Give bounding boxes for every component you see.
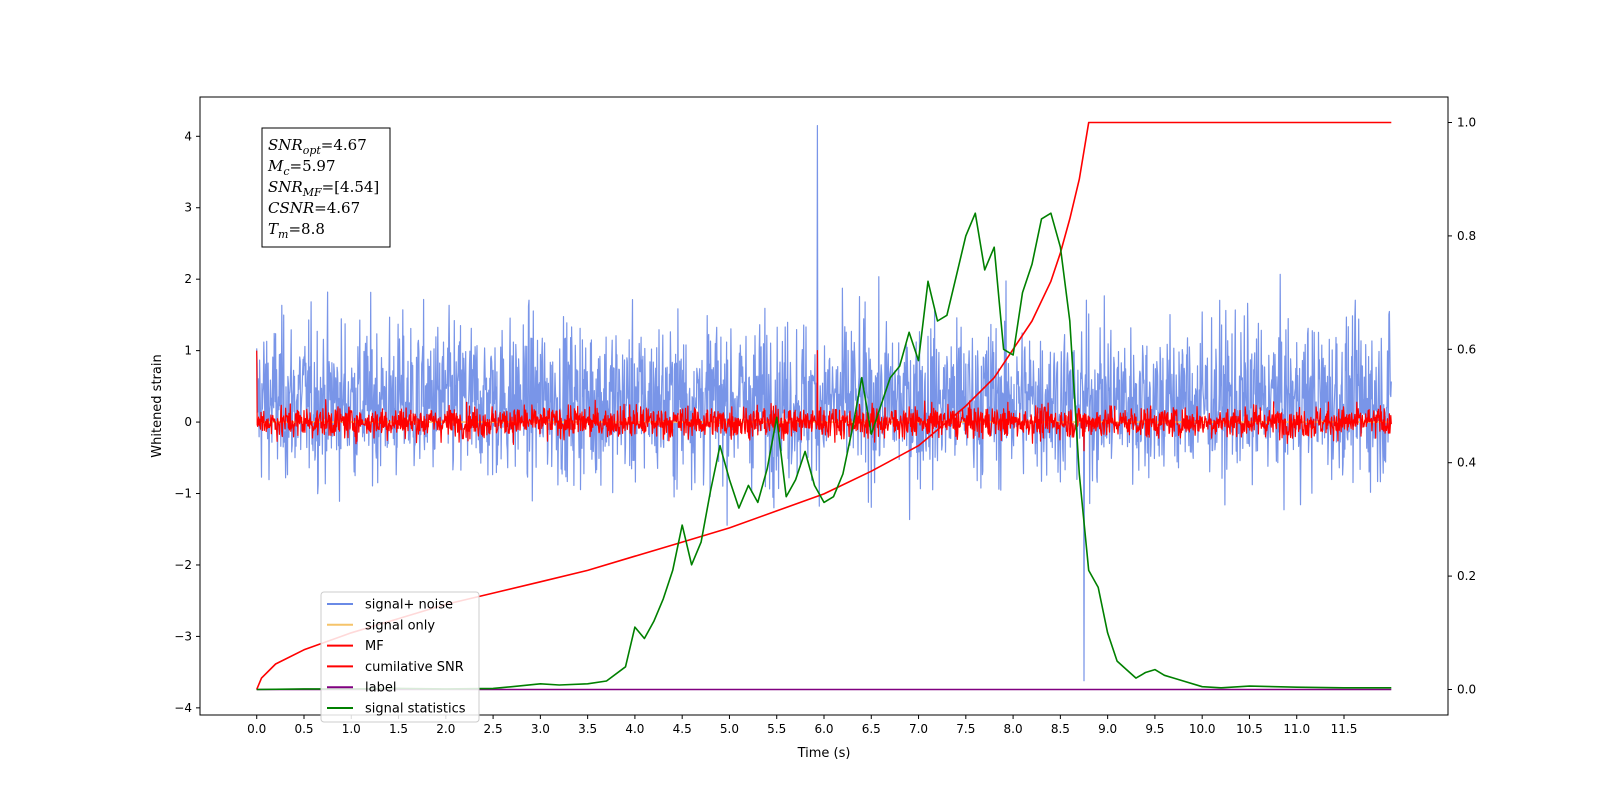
x-tick-label: 9.0 [1098,722,1117,736]
x-tick-label: 4.0 [625,722,644,736]
y-tick-label: 4 [184,129,192,143]
annotation-line: Mc=5.97 [267,157,336,178]
legend-frame [320,591,480,723]
legend-label-cumilative-snr: cumilative SNR [365,660,464,675]
legend-label-signal-statistics: signal statistics [365,702,466,717]
x-tick-label: 7.5 [956,722,975,736]
x-tick-label: 11.5 [1331,722,1358,736]
x-axis: 0.0 0.5 1.0 1.5 2.0 2.5 3.0 3.5 4.0 4.5 5.0 5.5 6.0 6… [247,715,1357,736]
x-tick-label: 5.0 [720,722,739,736]
y-tick-label: 0 [184,415,192,429]
y-axis-right: 0.0 0.2 0.4 0.6 0.8 1.0 [1448,116,1476,696]
y-tick-label: 3 [184,201,192,215]
annotation-line: CSNR=4.67 [268,199,360,217]
series-signal-statistics [256,212,1392,691]
y-tick-label: −2 [174,558,192,572]
x-tick-label: 3.5 [578,722,597,736]
x-tick-label: 1.5 [389,722,408,736]
legend: signal+ noise signal only MF cumilative SNR… [320,591,480,723]
x-tick-label: 8.0 [1004,722,1023,736]
y-tick-label: −4 [174,701,192,715]
y-axis-left: −4 −3 −2 −1 0 1 2 3 4 [174,129,200,715]
series-mf [256,350,1392,452]
x-tick-label: 6.5 [862,722,881,736]
y-right-tick-label: 0.2 [1457,569,1476,583]
x-tick-label: 2.5 [484,722,503,736]
y-tick-label: −1 [174,487,192,501]
x-tick-label: 7.0 [909,722,928,736]
legend-label-mf: MF [365,639,384,654]
x-tick-label: 10.0 [1189,722,1216,736]
y-right-tick-label: 1.0 [1457,116,1476,130]
x-tick-label: 0.0 [247,722,266,736]
y-tick-label: −3 [174,629,192,643]
y-tick-label: 1 [184,344,192,358]
legend-label-signal-only: signal only [365,618,435,633]
x-tick-label: 5.5 [767,722,786,736]
y-right-tick-label: 0.8 [1457,229,1476,243]
annotation-line: SNRopt=4.67 [268,136,367,157]
x-tick-label: 6.0 [814,722,833,736]
x-tick-label: 8.5 [1051,722,1070,736]
x-tick-label: 1.0 [342,722,361,736]
y-right-tick-label: 0.6 [1457,342,1476,356]
annotation-frame [261,127,391,248]
x-tick-label: 9.5 [1145,722,1164,736]
annotation-line: Tm=8.8 [268,220,325,241]
legend-label-signal-noise: signal+ noise [365,598,453,613]
x-tick-label: 3.0 [531,722,550,736]
x-tick-label: 0.5 [294,722,313,736]
x-tick-label: 10.5 [1236,722,1263,736]
x-axis-title: Time (s) [797,746,851,761]
x-tick-label: 11.0 [1283,722,1310,736]
x-tick-label: 2.0 [436,722,455,736]
y-right-tick-label: 0.0 [1457,682,1476,696]
y-axis-title: Whitened strain [150,354,165,457]
legend-label-label: label [365,681,396,696]
annotation-line: SNRMF=[4.54] [268,178,379,199]
y-tick-label: 2 [184,272,192,286]
series-signal-noise [256,125,1392,682]
y-right-tick-label: 0.4 [1457,456,1476,470]
x-tick-label: 4.5 [673,722,692,736]
